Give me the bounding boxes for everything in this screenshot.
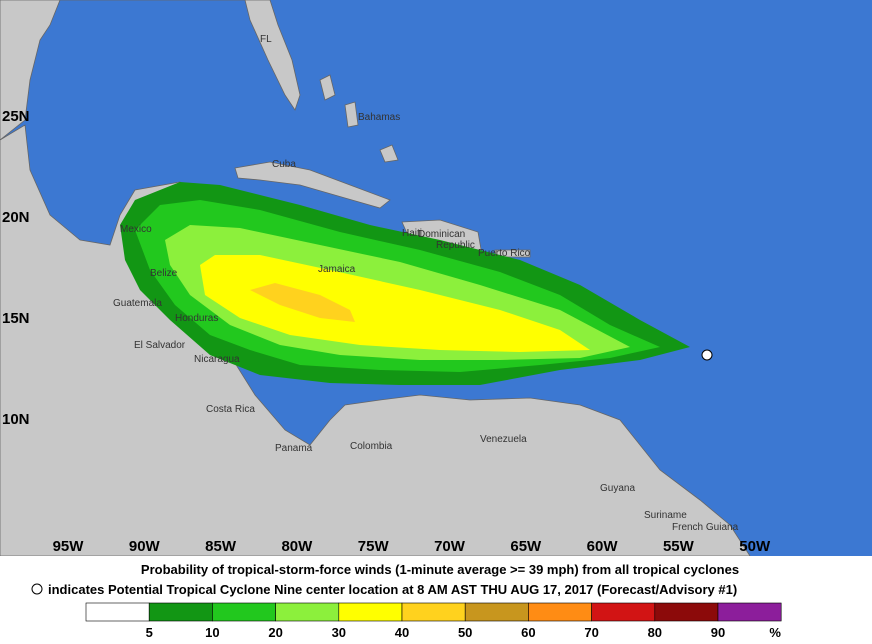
lon-label: 95W: [53, 538, 85, 555]
place-label: El Salvador: [134, 340, 186, 351]
place-label: Mexico: [120, 224, 152, 235]
legend-label: %: [769, 625, 781, 640]
place-label: Colombia: [350, 441, 393, 452]
lon-label: 70W: [434, 538, 466, 555]
legend-swatch: [528, 602, 592, 622]
lon-label: 55W: [663, 538, 695, 555]
legend-label: 90: [711, 625, 725, 640]
place-label: Bahamas: [358, 112, 400, 123]
legend-label: 10: [205, 625, 219, 640]
usa-florida: [0, 0, 301, 111]
legend-swatch: [212, 602, 276, 622]
lon-label: 65W: [510, 538, 542, 555]
legend-label: 70: [584, 625, 598, 640]
place-label: FL: [260, 34, 272, 45]
place-label: Belize: [150, 268, 178, 279]
lon-label: 60W: [587, 538, 619, 555]
lat-label: 20N: [2, 209, 30, 226]
legend-swatch: [148, 602, 213, 622]
legend-swatch: [464, 602, 529, 622]
legend-label: 20: [268, 625, 282, 640]
legend-swatch: [338, 602, 403, 622]
place-label: Dominican: [418, 229, 465, 240]
legend-swatch: [401, 602, 466, 622]
place-label: Guatemala: [113, 298, 162, 309]
place-label: Honduras: [175, 313, 218, 324]
band: [200, 255, 590, 352]
place-label: Guyana: [600, 483, 635, 494]
legend-label: 60: [521, 625, 535, 640]
bahamas: [319, 74, 399, 163]
lon-label: 50W: [739, 538, 771, 555]
continent: [0, 124, 751, 557]
usa-texas: [0, 0, 61, 141]
place-label: Nicaragua: [194, 354, 240, 365]
lon-label: 80W: [281, 538, 313, 555]
legend-swatch: [85, 602, 150, 622]
place-label: Puerto Rico: [478, 248, 531, 259]
legend-swatch: [275, 602, 340, 622]
lon-label: 90W: [129, 538, 161, 555]
legend-label: 5: [146, 625, 153, 640]
place-label: Venezuela: [480, 434, 527, 445]
place-label: Panama: [275, 443, 313, 454]
cuba: [234, 161, 391, 209]
probability-bands: [120, 182, 690, 385]
legend-label: 30: [332, 625, 346, 640]
caption-area: [0, 556, 872, 644]
legend-label: 40: [395, 625, 409, 640]
place-label: Suriname: [644, 510, 687, 521]
place-label: Jamaica: [318, 264, 356, 275]
place-label: Costa Rica: [206, 404, 255, 415]
caption-note: indicates Potential Tropical Cyclone Nin…: [48, 582, 737, 597]
caption-title: Probability of tropical-storm-force wind…: [141, 562, 739, 577]
lon-label: 75W: [358, 538, 390, 555]
legend-label: 50: [458, 625, 472, 640]
band: [250, 283, 355, 322]
place-label: Cuba: [272, 159, 296, 170]
caption-marker: [31, 583, 43, 595]
lat-label: 25N: [2, 108, 30, 125]
place-label: French Guiana: [672, 522, 739, 533]
legend-label: 80: [648, 625, 662, 640]
legend-swatch: [717, 602, 782, 622]
lat-label: 10N: [2, 411, 30, 428]
legend-swatch: [654, 602, 719, 622]
place-label: Republic: [436, 240, 475, 251]
legend-swatch: [591, 602, 656, 622]
lon-label: 85W: [205, 538, 237, 555]
storm-center: [701, 349, 713, 361]
place-label: Haiti: [402, 228, 422, 239]
lat-label: 15N: [2, 310, 30, 327]
